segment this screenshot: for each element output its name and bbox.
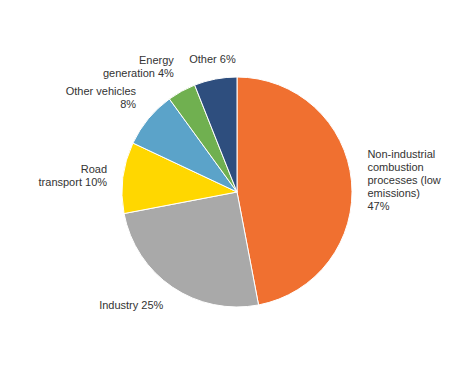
svg-text:Other 6%: Other 6% (189, 53, 236, 65)
svg-text:Energygeneration 4%: Energygeneration 4% (103, 54, 174, 79)
svg-text:Other vehicles8%: Other vehicles8% (66, 85, 137, 110)
svg-text:Industry 25%: Industry 25% (99, 299, 163, 311)
svg-text:Non-industrialcombustionproces: Non-industrialcombustionprocesses (lowem… (367, 148, 440, 212)
svg-text:Roadtransport 10%: Roadtransport 10% (39, 163, 108, 188)
